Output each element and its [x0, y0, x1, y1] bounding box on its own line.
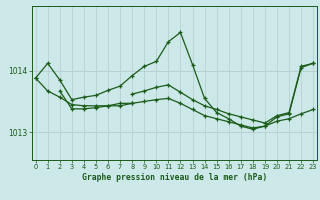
X-axis label: Graphe pression niveau de la mer (hPa): Graphe pression niveau de la mer (hPa): [82, 173, 267, 182]
